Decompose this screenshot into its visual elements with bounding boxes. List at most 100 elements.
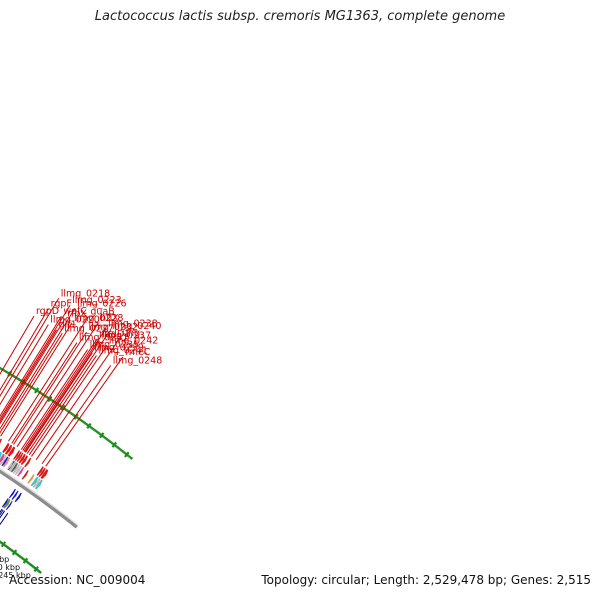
forward-cds-arrow[interactable]: [12, 449, 21, 460]
kbp-scale-labels: 210 kbp215 kbp220 kbp225 kbp230 kbp235 k…: [0, 555, 31, 580]
gene-rmec[interactable]: [30, 476, 39, 487]
forward-cds-arrow[interactable]: [7, 446, 16, 457]
minor-tick: [23, 558, 26, 562]
gene-label-llmg-0227[interactable]: llmg_0227: [64, 323, 114, 334]
forward-cds-arrow[interactable]: [14, 451, 22, 462]
gene-llmg-0242[interactable]: [16, 466, 25, 477]
gene-llmg-0241[interactable]: [14, 465, 23, 476]
gene-label-rgpd[interactable]: rgpD: [36, 306, 59, 317]
gene-label-llmg-0223[interactable]: llmg_0223: [72, 295, 122, 306]
gene-llmg-0245[interactable]: [8, 488, 17, 499]
gene-label-llmg-0235[interactable]: llmg_0235: [90, 340, 140, 351]
gene-label-guab[interactable]: guaB: [90, 307, 114, 318]
forward-cds-arrow[interactable]: [34, 479, 43, 490]
leader-line: [8, 316, 89, 442]
gene-llmg-0238[interactable]: [9, 461, 17, 472]
minor-tick: [45, 395, 49, 399]
gene-llmg-0240[interactable]: [12, 463, 21, 474]
gene-label-llmg-0218[interactable]: llmg_0218: [61, 288, 111, 299]
gene-llmg-0246[interactable]: [2, 498, 11, 509]
gene-label-wefc[interactable]: wefC: [63, 306, 87, 317]
gene-label-rmec[interactable]: rmeC: [125, 347, 151, 358]
minor-tick: [66, 409, 70, 413]
gene-label-llmg-0238[interactable]: llmg_0238: [108, 318, 158, 329]
minor-tick: [104, 436, 107, 440]
minor-tick: [120, 449, 124, 453]
minor-tick: [12, 374, 16, 378]
gene-llmg-0232[interactable]: [0, 454, 7, 466]
gene-label-llmg-0241[interactable]: llmg_0241: [98, 346, 148, 357]
minor-tick: [4, 369, 7, 373]
forward-cds-arrow[interactable]: [18, 453, 26, 464]
minor-tick: [0, 367, 3, 371]
gene-llmg-0249[interactable]: [14, 492, 23, 503]
gene-label-llmg-0228[interactable]: llmg_0228: [74, 313, 124, 324]
gene-label-llmg-0237[interactable]: llmg_0237: [102, 331, 152, 342]
gene-label-nadd1[interactable]: nadD1: [99, 329, 130, 340]
gene-llmg-0248[interactable]: [27, 473, 35, 484]
backbone-line: [0, 469, 78, 529]
reverse-cds-arrow[interactable]: [1, 497, 10, 508]
minor-tick: [107, 439, 111, 443]
minor-tick: [19, 555, 23, 559]
gene-label-llmg-0240[interactable]: llmg_0240: [112, 321, 162, 332]
gene-label-llmg-0220[interactable]: llmg_0220: [50, 315, 100, 326]
leader-line: [0, 308, 50, 391]
leader-line: [41, 365, 112, 465]
leader-line: [0, 333, 63, 434]
gene-ung[interactable]: [21, 469, 29, 480]
major-tick: [0, 541, 7, 548]
major-tick: [34, 387, 40, 394]
forward-cds-arrow[interactable]: [23, 457, 32, 468]
minor-tick: [38, 570, 41, 574]
gene-label-llmg-0239[interactable]: llmg_0239: [94, 343, 143, 354]
minor-tick: [111, 442, 115, 446]
reverse-cds-arrow[interactable]: [5, 500, 13, 511]
minor-tick: [73, 414, 77, 418]
gene-llmg-0231[interactable]: [0, 453, 5, 463]
leader-line: [20, 349, 88, 450]
gene-hflx[interactable]: [2, 457, 11, 468]
forward-cds-arrow[interactable]: [1, 442, 10, 454]
minor-tick: [86, 423, 90, 427]
major-tick: [99, 432, 105, 439]
minor-tick: [92, 428, 96, 432]
minor-tick: [13, 375, 17, 379]
forward-cds-arrow[interactable]: [16, 452, 24, 463]
gene-llmg-0237[interactable]: [10, 462, 19, 473]
gene-label-llmg-0226[interactable]: llmg_0226: [77, 298, 127, 309]
minor-tick: [88, 425, 92, 429]
minor-tick: [69, 411, 73, 415]
gene-label-rfbx[interactable]: rfbX: [67, 309, 87, 320]
minor-tick: [23, 381, 26, 385]
gene-nadd1[interactable]: [8, 460, 16, 472]
forward-cds-arrow[interactable]: [40, 468, 49, 480]
gene-label-llmg-0231[interactable]: llmg_0231: [79, 333, 128, 344]
leader-line: [0, 304, 71, 420]
forward-cds-arrow[interactable]: [36, 466, 45, 477]
gene-label-llmg-0232[interactable]: llmg_0232: [89, 322, 139, 333]
gene-llmg-0235[interactable]: [6, 459, 15, 471]
minor-tick: [31, 565, 35, 568]
gene-label-rgpf[interactable]: rgpF: [51, 299, 72, 310]
forward-cds-arrow[interactable]: [1, 456, 9, 467]
gene-llmg-0247[interactable]: [11, 490, 19, 501]
forward-cds-arrow[interactable]: [0, 438, 3, 448]
gene-label-llmg-0248[interactable]: llmg_0248: [113, 355, 163, 366]
gene-guab[interactable]: [0, 451, 3, 462]
minor-tick: [78, 418, 82, 421]
forward-cds-arrow[interactable]: [4, 444, 13, 455]
gene-label-ung[interactable]: ung: [122, 328, 140, 339]
forward-cds-arrow[interactable]: [32, 477, 41, 488]
minor-tick: [39, 391, 42, 395]
forward-cds-arrow[interactable]: [38, 467, 47, 478]
gene-label-glf1[interactable]: glf1: [59, 320, 77, 331]
forward-cds-arrow[interactable]: [20, 454, 29, 466]
leader-line: [11, 342, 78, 444]
minor-tick: [109, 440, 112, 444]
minor-tick: [105, 437, 109, 441]
minor-tick: [27, 561, 31, 565]
gene-label-hflx[interactable]: hflX: [100, 313, 119, 324]
gene-label-llmg-0242[interactable]: llmg_0242: [109, 336, 159, 347]
